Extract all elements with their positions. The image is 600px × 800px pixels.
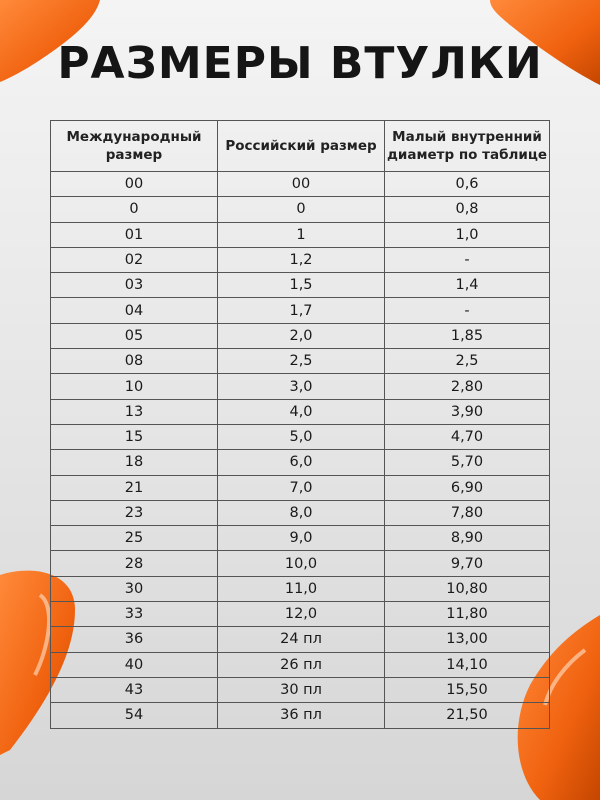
- cell-international-size: 02: [50, 246, 218, 274]
- cell-russian-size: 2,0: [217, 322, 385, 350]
- table-row: 18 6,0 5,70: [50, 449, 550, 476]
- cell-international-size: 13: [50, 398, 218, 425]
- table-row: 10 3,0 2,80: [50, 373, 550, 400]
- table-row: 08 2,5 2,5: [50, 348, 550, 375]
- table-row: 28 10,0 9,70: [50, 550, 550, 577]
- table-row: 0 0 0,8: [50, 196, 550, 223]
- cell-international-size: 23: [50, 499, 218, 527]
- cell-international-size: 28: [50, 550, 218, 577]
- cell-russian-size: 8,0: [217, 499, 385, 527]
- header-inner-diameter: Малый внутренний диаметр по таблице: [384, 120, 550, 172]
- cell-inner-diameter: 7,80: [384, 499, 550, 527]
- cell-inner-diameter: 14,10: [384, 651, 550, 678]
- cell-russian-size: 1,5: [217, 272, 385, 299]
- cell-international-size: 0: [50, 196, 218, 223]
- cell-inner-diameter: -: [384, 297, 550, 324]
- cell-inner-diameter: 6,90: [384, 474, 550, 501]
- cell-inner-diameter: 11,80: [384, 601, 550, 628]
- cell-inner-diameter: 9,70: [384, 550, 550, 577]
- cell-inner-diameter: 4,70: [384, 423, 550, 451]
- cell-international-size: 00: [50, 170, 218, 198]
- size-table: Международный размер Российский размер М…: [50, 120, 550, 729]
- cell-international-size: 33: [50, 601, 218, 628]
- cell-inner-diameter: 2,80: [384, 373, 550, 400]
- table-row: 36 24 пл 13,00: [50, 626, 550, 653]
- cell-inner-diameter: 1,0: [384, 221, 550, 248]
- cell-russian-size: 3,0: [217, 373, 385, 400]
- table-row: 15 5,0 4,70: [50, 423, 550, 451]
- cell-international-size: 04: [50, 297, 218, 324]
- table-row: 54 36 пл 21,50: [50, 702, 550, 729]
- header-international-size: Международный размер: [50, 120, 218, 172]
- table-row: 04 1,7-: [50, 297, 550, 324]
- table-row: 03 1,5 1,4: [50, 272, 550, 299]
- cell-russian-size: 26 пл: [217, 651, 385, 678]
- cell-inner-diameter: 21,50: [384, 702, 550, 729]
- cell-russian-size: 36 пл: [217, 702, 385, 729]
- cell-inner-diameter: 3,90: [384, 398, 550, 425]
- cell-russian-size: 5,0: [217, 423, 385, 451]
- cell-russian-size: 1,7: [217, 297, 385, 324]
- cell-international-size: 25: [50, 525, 218, 552]
- cell-international-size: 08: [50, 348, 218, 375]
- cell-international-size: 21: [50, 474, 218, 501]
- cell-international-size: 54: [50, 702, 218, 729]
- cell-russian-size: 9,0: [217, 525, 385, 552]
- cell-inner-diameter: 13,00: [384, 626, 550, 653]
- cell-russian-size: 24 пл: [217, 626, 385, 653]
- cell-inner-diameter: 5,70: [384, 449, 550, 476]
- cell-international-size: 03: [50, 272, 218, 299]
- cell-international-size: 36: [50, 626, 218, 653]
- cell-russian-size: 2,5: [217, 348, 385, 375]
- header-russian-size: Российский размер: [217, 120, 385, 172]
- cell-russian-size: 7,0: [217, 474, 385, 501]
- cell-international-size: 01: [50, 221, 218, 248]
- table-row: 30 11,0 10,80: [50, 575, 550, 603]
- cell-international-size: 40: [50, 651, 218, 678]
- cell-russian-size: 1: [217, 221, 385, 248]
- cell-inner-diameter: 1,85: [384, 322, 550, 350]
- cell-russian-size: 1,2: [217, 246, 385, 274]
- cell-russian-size: 0: [217, 196, 385, 223]
- cell-inner-diameter: 0,8: [384, 196, 550, 223]
- table-row: 43 30 пл 15,50: [50, 676, 550, 704]
- table-row: 00 00 0,6: [50, 170, 550, 198]
- cell-inner-diameter: 10,80: [384, 575, 550, 603]
- table-row: 33 12,0 11,80: [50, 601, 550, 628]
- paint-smear-top-left: [0, 0, 100, 82]
- table-row: 25 9,0 8,90: [50, 525, 550, 552]
- cell-inner-diameter: 15,50: [384, 676, 550, 704]
- cell-international-size: 18: [50, 449, 218, 476]
- table-row: 23 8,0 7,80: [50, 499, 550, 527]
- cell-russian-size: 10,0: [217, 550, 385, 577]
- cell-inner-diameter: 8,90: [384, 525, 550, 552]
- table-row: 05 2,0 1,85: [50, 322, 550, 350]
- table-row: 02 1,2-: [50, 246, 550, 274]
- cell-international-size: 05: [50, 322, 218, 350]
- table-row: 40 26 пл 14,10: [50, 651, 550, 678]
- cell-russian-size: 4,0: [217, 398, 385, 425]
- paint-smear-top-right: [490, 0, 600, 85]
- cell-inner-diameter: 2,5: [384, 348, 550, 375]
- cell-russian-size: 11,0: [217, 575, 385, 603]
- page-title: РАЗМЕРЫ ВТУЛКИ: [57, 38, 543, 89]
- table-header-row: Международный размер Российский размер М…: [50, 120, 550, 172]
- cell-international-size: 30: [50, 575, 218, 603]
- cell-russian-size: 30 пл: [217, 676, 385, 704]
- table-row: 13 4,0 3,90: [50, 398, 550, 425]
- cell-international-size: 43: [50, 676, 218, 704]
- cell-international-size: 15: [50, 423, 218, 451]
- cell-russian-size: 12,0: [217, 601, 385, 628]
- cell-inner-diameter: 0,6: [384, 170, 550, 198]
- table-row: 21 7,0 6,90: [50, 474, 550, 501]
- cell-russian-size: 00: [217, 170, 385, 198]
- cell-international-size: 10: [50, 373, 218, 400]
- table-row: 01 1 1,0: [50, 221, 550, 248]
- cell-russian-size: 6,0: [217, 449, 385, 476]
- cell-inner-diameter: -: [384, 246, 550, 274]
- cell-inner-diameter: 1,4: [384, 272, 550, 299]
